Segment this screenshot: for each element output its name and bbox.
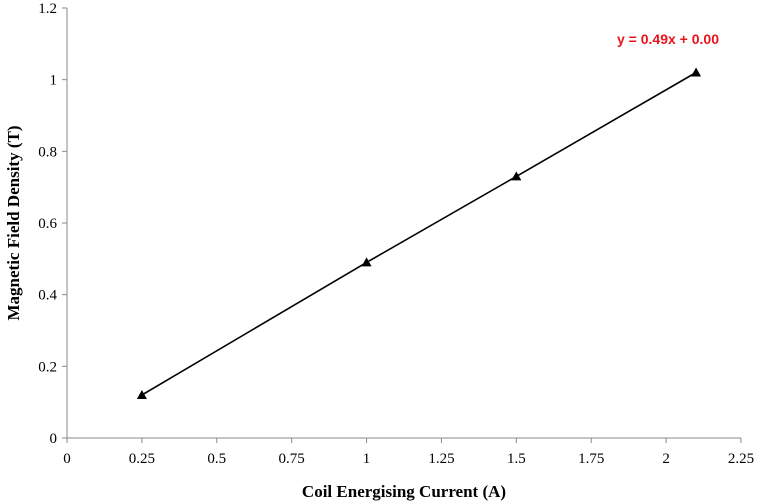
y-axis-title: Magnetic Field Density (T) [4, 126, 23, 321]
y-tick-label: 1 [50, 73, 58, 89]
y-tick-label: 0.4 [38, 288, 57, 304]
x-tick-label: 1.25 [428, 451, 454, 467]
x-tick-label: 0.75 [279, 451, 305, 467]
x-tick-label: 0.25 [129, 451, 155, 467]
x-ticks: 0 0.25 0.5 0.75 1 1.25 1.5 1.75 2 2.25 [63, 438, 754, 467]
y-ticks: 0 0.2 0.4 0.6 0.8 1 1.2 [38, 1, 67, 447]
data-point [691, 67, 702, 77]
x-tick-label: 0 [63, 451, 71, 467]
y-tick-label: 0 [50, 431, 58, 447]
data-point [136, 390, 147, 399]
y-tick-label: 0.2 [38, 359, 57, 375]
x-tick-label: 1.5 [507, 451, 526, 467]
y-tick-label: 0.8 [38, 144, 57, 160]
x-axis-title: Coil Energising Current (A) [302, 482, 506, 501]
x-tick-label: 2.25 [728, 451, 754, 467]
y-tick-label: 0.6 [38, 216, 57, 232]
x-tick-label: 2 [662, 451, 670, 467]
trendline-equation: y = 0.49x + 0.00 [617, 31, 719, 47]
data-point [511, 171, 522, 181]
x-tick-label: 0.5 [207, 451, 226, 467]
series-layer [136, 67, 702, 399]
y-tick-label: 1.2 [38, 1, 57, 17]
plot-area: 0 0.25 0.5 0.75 1 1.25 1.5 1.75 2 2.25 0 0.2 0.4 0.6… [38, 1, 754, 467]
x-tick-label: 1 [363, 451, 371, 467]
series-line [141, 71, 697, 396]
x-tick-label: 1.75 [578, 451, 604, 467]
data-point [361, 257, 372, 267]
